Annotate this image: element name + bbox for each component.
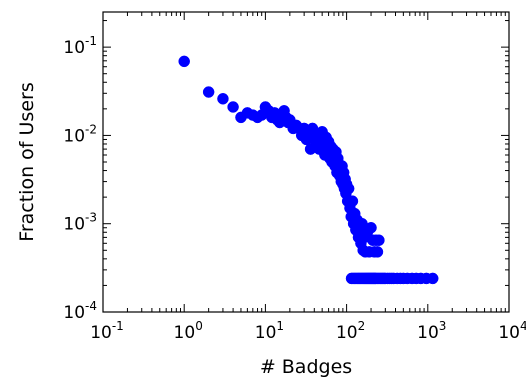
x-tick-label: 102 bbox=[336, 319, 365, 343]
data-points bbox=[178, 55, 439, 285]
plot-area-frame bbox=[102, 11, 510, 313]
data-point bbox=[227, 101, 239, 113]
y-tick-label: 10-1 bbox=[63, 34, 97, 58]
y-axis-title: Fraction of Users bbox=[16, 82, 38, 241]
x-tick-label: 104 bbox=[498, 319, 526, 343]
data-point bbox=[342, 182, 355, 195]
y-tick-label: 10-4 bbox=[63, 299, 97, 323]
data-point bbox=[426, 272, 439, 285]
x-tick-label: 10-1 bbox=[90, 319, 124, 343]
y-tick-label: 10-3 bbox=[63, 211, 97, 235]
x-tick-label: 101 bbox=[255, 319, 284, 343]
y-tick-label: 10-2 bbox=[63, 122, 97, 146]
x-tick-label: 103 bbox=[417, 319, 446, 343]
x-tick-label: 100 bbox=[174, 319, 203, 343]
plot-area-background bbox=[103, 12, 509, 312]
data-point bbox=[178, 55, 190, 68]
x-axis-title: # Badges bbox=[260, 356, 352, 378]
data-point bbox=[217, 93, 229, 105]
data-point bbox=[202, 86, 215, 98]
data-point bbox=[373, 234, 385, 246]
data-point bbox=[371, 246, 384, 258]
tick-labels: 10-1 100 101 102 103 104 10-4 10-3 10-2 10-1 bbox=[63, 34, 526, 343]
data-point bbox=[365, 222, 377, 234]
ticks-layer bbox=[102, 12, 509, 313]
data-point bbox=[346, 195, 359, 207]
